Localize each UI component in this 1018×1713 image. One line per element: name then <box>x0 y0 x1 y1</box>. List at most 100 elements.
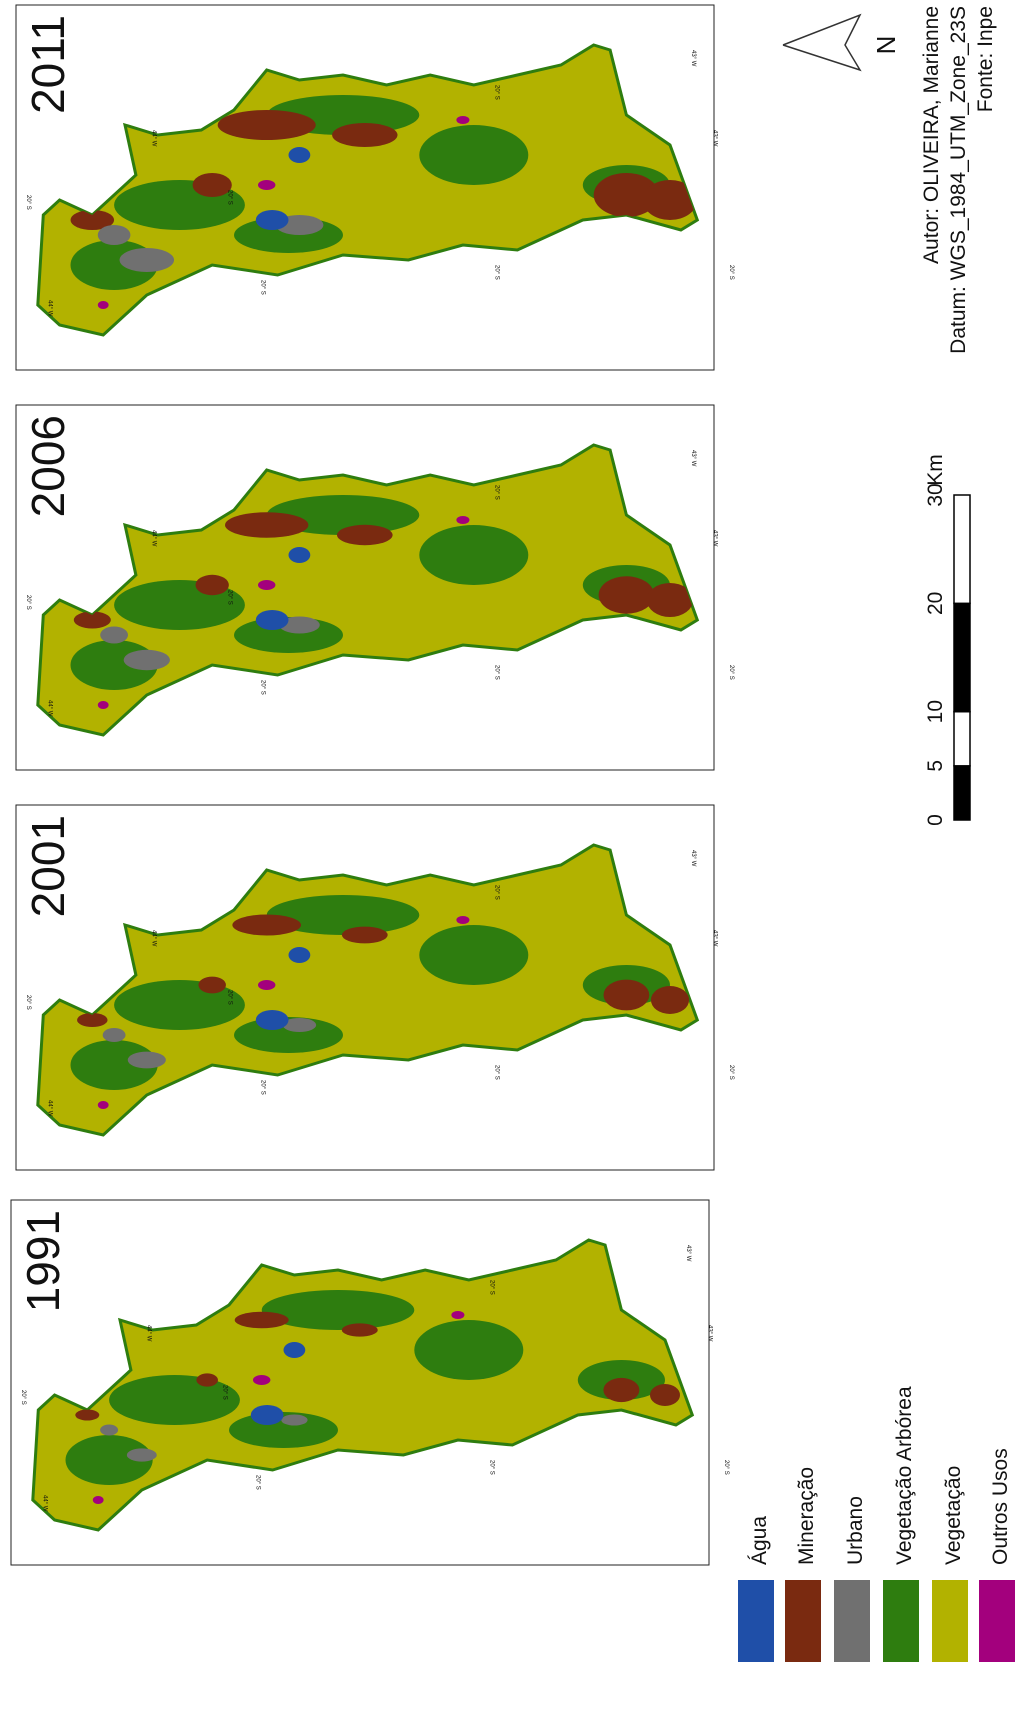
legend-swatch <box>979 1580 1015 1662</box>
coordinate-label: 20° S <box>227 990 233 1005</box>
legend-swatch <box>785 1580 821 1662</box>
legend-label: Urbano <box>844 1496 867 1565</box>
land-use-patch <box>456 116 469 124</box>
land-use-patch <box>342 1323 378 1336</box>
land-use-patch <box>103 1028 126 1042</box>
land-use-patch <box>332 123 397 147</box>
year-label: 2011 <box>22 15 74 114</box>
map-figure: 2011 20° S 20° S 20° S 20° S 20° S 20° S 44° W 4… <box>0 0 1018 1713</box>
legend-label: Mineração <box>795 1467 818 1565</box>
land-use-patch <box>120 248 175 272</box>
coordinate-label: 20° S <box>728 265 734 280</box>
land-use-patch <box>98 701 109 709</box>
coordinate-label: 20° S <box>494 265 500 280</box>
year-label: 1991 <box>17 1210 69 1312</box>
land-use-patch <box>651 986 689 1014</box>
land-use-patch <box>604 980 650 1011</box>
coordinate-label: 43° W <box>685 1245 691 1262</box>
land-use-patch <box>98 301 109 309</box>
coordinate-label: 20° S <box>723 1460 729 1475</box>
land-use-patch <box>451 1311 464 1319</box>
coordinate-label: 20° S <box>494 885 500 900</box>
coordinate-label: 20° S <box>25 995 31 1010</box>
land-use-patch <box>456 516 469 524</box>
coordinate-label: 20° S <box>259 280 265 295</box>
land-use-patch <box>232 915 301 936</box>
scale-unit: Km <box>924 454 947 486</box>
coordinate-label: 43° W <box>712 930 718 947</box>
land-use-patch <box>98 225 131 245</box>
coordinate-label: 44° W <box>145 1325 151 1342</box>
scale-tick-label: 10 <box>924 700 947 723</box>
legend-label: Vegetação Arbórea <box>893 1386 916 1565</box>
coordinate-label: 44° W <box>150 530 156 547</box>
legend-label: Vegetação <box>942 1466 965 1565</box>
coordinate-label: 43° W <box>690 850 696 867</box>
coordinate-label: 20° S <box>227 590 233 605</box>
land-use-patch <box>128 1052 166 1069</box>
land-use-patch <box>419 125 528 185</box>
scale-tick-label: 20 <box>924 592 947 615</box>
legend-swatch <box>834 1580 870 1662</box>
map-panel: 200620° S20° S20° S20° S20° S20° S44° W4… <box>16 405 734 770</box>
land-use-patch <box>98 1101 109 1109</box>
land-use-patch <box>289 147 311 163</box>
coordinate-label: 44° W <box>47 1100 53 1117</box>
coordinate-label: 44° W <box>47 700 53 717</box>
scale-tick-label: 30 <box>924 483 947 506</box>
land-use-patch <box>419 525 528 585</box>
land-use-patch <box>258 980 275 990</box>
coordinate-label: 20° S <box>494 665 500 680</box>
coordinate-label: 20° S <box>494 485 500 500</box>
coordinate-label: 44° W <box>150 930 156 947</box>
land-use-patch <box>109 1375 240 1425</box>
land-use-patch <box>603 1378 639 1402</box>
land-use-patch <box>256 610 289 630</box>
coordinate-label: 20° S <box>259 680 265 695</box>
land-use-patch <box>256 210 289 230</box>
coordinate-label: 43° W <box>690 50 696 67</box>
north-label: N <box>871 36 901 55</box>
credit-line: Autor: OLIVEIRA, Marianne <box>920 6 943 264</box>
land-use-patch <box>456 916 469 924</box>
coordinate-label: 20° S <box>254 1475 260 1490</box>
land-use-patch <box>342 927 388 944</box>
land-use-patch <box>198 977 225 994</box>
land-use-patch <box>289 547 311 563</box>
land-use-patch <box>124 650 170 670</box>
coordinate-label: 20° S <box>222 1385 228 1400</box>
north-arrow <box>783 15 860 70</box>
scale-segment <box>954 712 970 766</box>
land-use-patch <box>258 180 275 190</box>
coordinate-label: 20° S <box>728 665 734 680</box>
scale-segment <box>954 766 970 820</box>
land-use-patch <box>100 1425 118 1436</box>
year-label: 2006 <box>22 415 74 517</box>
coordinate-label: 44° W <box>150 130 156 147</box>
land-use-patch <box>256 1010 289 1030</box>
land-use-patch <box>196 575 229 595</box>
scale-segment <box>954 603 970 711</box>
land-use-patch <box>258 580 275 590</box>
land-use-patch <box>337 525 393 545</box>
coordinate-label: 43° W <box>712 130 718 147</box>
land-use-patch <box>93 1496 104 1504</box>
land-use-patch <box>289 947 311 963</box>
legend-label: Outros Usos <box>989 1448 1012 1565</box>
coordinate-label: 20° S <box>259 1080 265 1095</box>
coordinate-label: 44° W <box>47 300 53 317</box>
land-use-patch <box>75 1410 99 1421</box>
land-use-patch <box>419 925 528 985</box>
land-use-patch <box>599 576 655 613</box>
land-use-patch <box>77 1013 108 1027</box>
land-use-patch <box>650 1384 680 1406</box>
coordinate-label: 20° S <box>25 195 31 210</box>
coordinate-label: 20° S <box>227 190 233 205</box>
coordinate-label: 20° S <box>494 85 500 100</box>
map-panel: 2011 20° S 20° S 20° S 20° S 20° S 20° S 44° W 4… <box>16 5 734 370</box>
coordinate-label: 44° W <box>42 1495 48 1512</box>
coordinate-label: 20° S <box>489 1460 495 1475</box>
land-use-patch <box>281 1415 307 1426</box>
